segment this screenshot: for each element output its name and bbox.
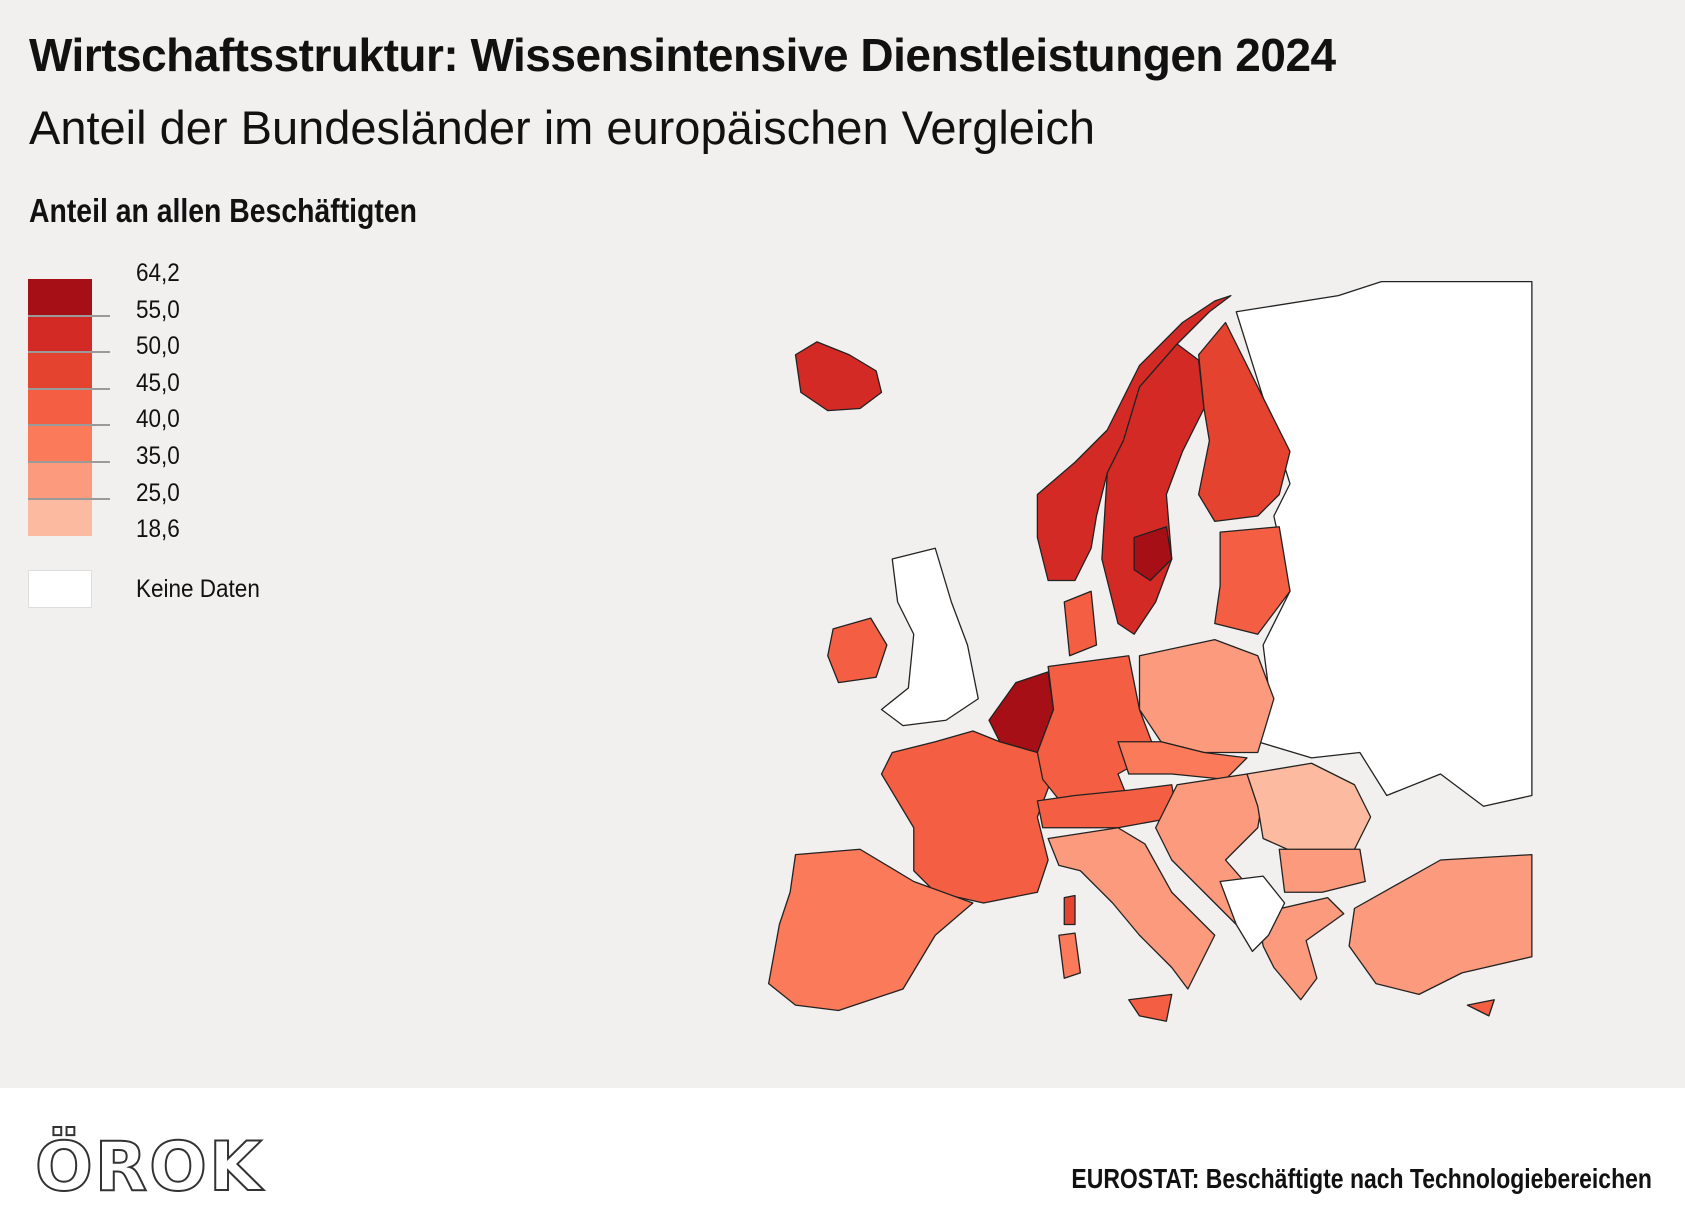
region-united-kingdom bbox=[880, 547, 979, 727]
legend-title: Anteil an allen Beschäftigten bbox=[29, 192, 417, 229]
region-iceland bbox=[794, 341, 883, 412]
region-romania bbox=[1246, 762, 1372, 861]
region-baltics bbox=[1214, 526, 1291, 635]
region-western-balkans bbox=[1219, 875, 1286, 953]
legend-tick bbox=[28, 461, 110, 463]
region-czechia-slovakia bbox=[1117, 741, 1248, 781]
region-turkey bbox=[1348, 853, 1533, 996]
oerok-logo: ÖROK bbox=[34, 1127, 264, 1208]
legend-swatch bbox=[28, 315, 92, 353]
no-data-swatch bbox=[28, 570, 92, 608]
legend-break-label: 55,0 bbox=[136, 295, 180, 324]
legend-tick bbox=[28, 387, 110, 390]
legend-tick bbox=[28, 314, 110, 317]
region-sicily bbox=[1128, 993, 1173, 1022]
legend-swatch bbox=[28, 425, 92, 463]
region-ireland bbox=[827, 617, 888, 684]
legend-swatch bbox=[28, 498, 92, 536]
region-germany bbox=[1036, 655, 1157, 807]
legend-break-label: 50,0 bbox=[136, 332, 180, 361]
region-stockholm bbox=[1133, 526, 1173, 582]
region-bulgaria bbox=[1278, 848, 1366, 893]
region-iberia bbox=[767, 848, 974, 1012]
legend-break-label: 45,0 bbox=[136, 368, 180, 397]
legend-tick bbox=[28, 497, 110, 500]
legend-swatch bbox=[28, 279, 92, 316]
footer: ÖROK EUROSTAT: Beschäftigte nach Technol… bbox=[0, 1088, 1685, 1229]
region-sardinia bbox=[1058, 932, 1082, 979]
legend-break-label: 25,0 bbox=[136, 478, 180, 507]
legend-tick bbox=[28, 351, 110, 354]
region-poland bbox=[1138, 638, 1275, 754]
legend-break-label: 40,0 bbox=[136, 405, 180, 434]
region-sweden bbox=[1101, 343, 1205, 635]
region-finland bbox=[1197, 321, 1291, 523]
legend-break-label: 18,6 bbox=[136, 515, 180, 544]
region-greece bbox=[1257, 896, 1345, 1001]
legend-swatch bbox=[28, 352, 92, 390]
source-note: EUROSTAT: Beschäftigte nach Technologieb… bbox=[1071, 1163, 1652, 1194]
region-denmark bbox=[1063, 590, 1098, 657]
legend-break-label: 35,0 bbox=[136, 442, 180, 470]
legend-swatch bbox=[28, 388, 92, 426]
legend-break-label: 64,2 bbox=[136, 259, 180, 287]
map-subtitle: Anteil der Bundesländer im europäischen … bbox=[29, 101, 1095, 154]
europe-choropleth-map bbox=[767, 281, 1533, 1022]
legend-tick bbox=[28, 424, 110, 427]
region-cyprus bbox=[1466, 999, 1495, 1017]
legend-swatch bbox=[28, 462, 92, 499]
region-corsica bbox=[1063, 894, 1076, 926]
map-title: Wirtschaftsstruktur: Wissensintensive Di… bbox=[29, 29, 1336, 81]
no-data-label: Keine Daten bbox=[136, 575, 260, 603]
region-italy bbox=[1047, 827, 1216, 990]
